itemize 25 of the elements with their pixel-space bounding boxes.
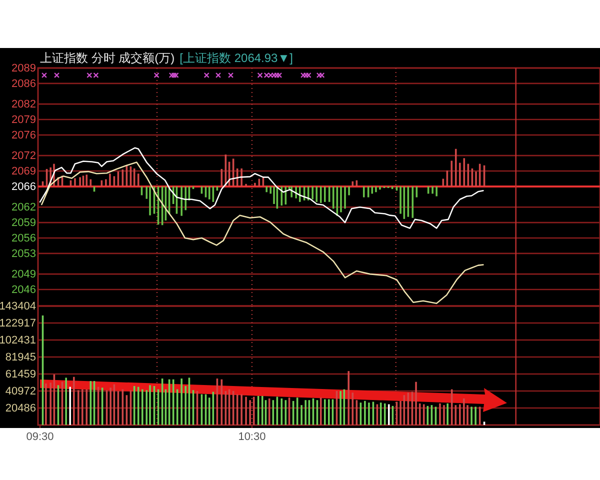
y-tick-label: 2079	[12, 114, 36, 126]
y-tick-label: 2046	[12, 284, 36, 296]
y-tick-label: 2072	[12, 150, 36, 162]
y-tick-label: 2086	[12, 78, 36, 90]
y-tick-label: 2062	[12, 202, 36, 214]
y-tick-label: 2076	[12, 130, 36, 142]
y-tick-label: 2089	[12, 62, 36, 75]
y-tick-label: 2082	[12, 98, 36, 111]
y-tick-label: 2049	[12, 268, 36, 281]
y-tick-label: 20486	[5, 402, 36, 415]
y-tick-label: 2059	[12, 217, 36, 230]
y-tick-label: 81945	[5, 352, 36, 364]
y-tick-label: 2066	[12, 181, 36, 193]
y-tick-label: 143404	[0, 300, 36, 313]
x-tick-label: 09:30	[26, 431, 54, 443]
x-tick-label: 10:30	[238, 431, 266, 443]
y-tick-label: 40972	[5, 386, 36, 398]
y-tick-label: 122917	[0, 318, 36, 330]
chart-subtitle: [上证指数 2064.93▼]	[180, 51, 293, 65]
y-tick-label: 2069	[12, 166, 36, 178]
y-tick-label: 2053	[12, 248, 36, 260]
chart-title: 上证指数 分时 成交额(万)	[40, 51, 175, 65]
y-tick-label: 2056	[12, 232, 36, 245]
y-tick-label: 102431	[0, 334, 36, 347]
y-tick-label: 61459	[5, 368, 36, 381]
